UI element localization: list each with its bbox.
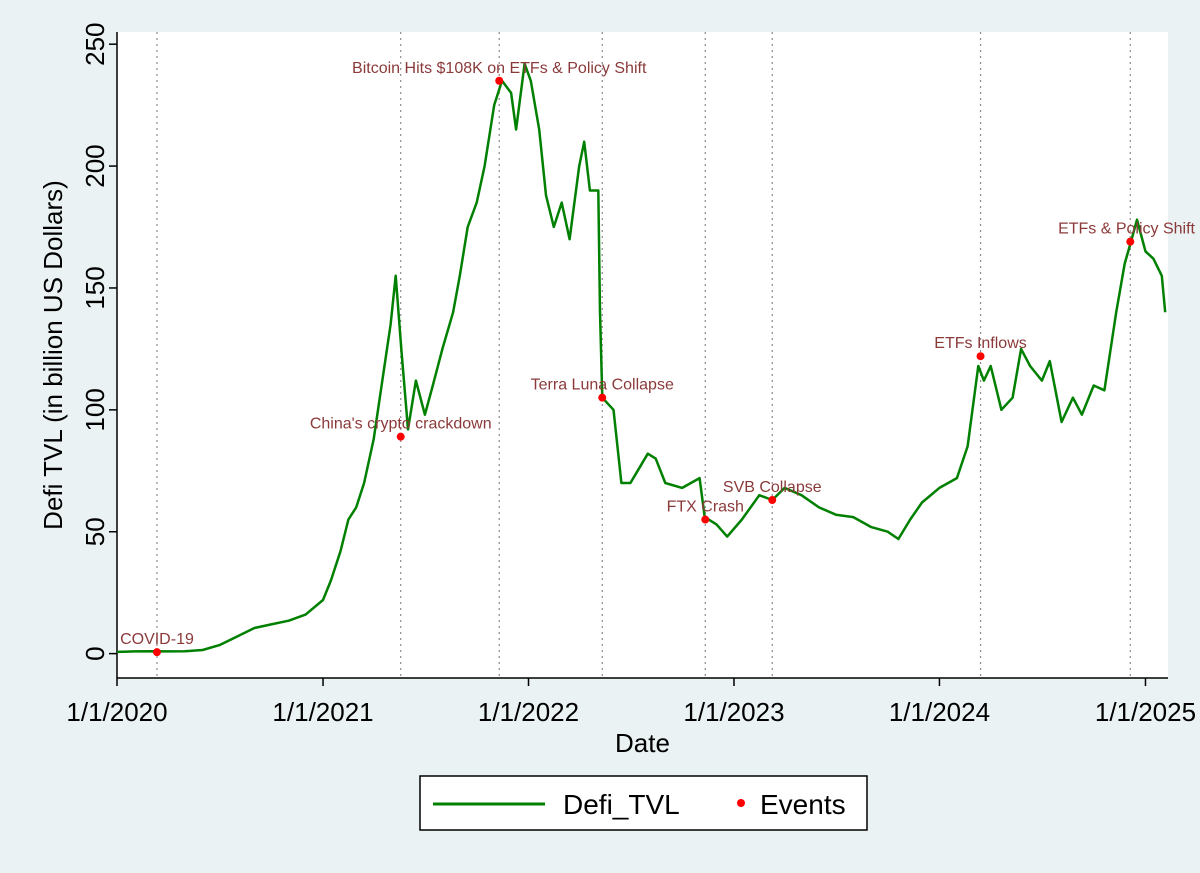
axes: 0 50 100 150 200 250 1/1/2020 1/1/2021 1/1/2022 1… [66,22,1196,727]
legend: Defi_TVL Events [419,775,868,831]
event-point-5 [768,496,777,505]
legend-label-defi-tvl: Defi_TVL [563,789,680,820]
x-tick-label-1: 1/1/2021 [272,697,373,727]
series-layer [116,62,1167,654]
y-tick-label-3: 150 [80,266,110,309]
y-axis-title: Defi TVL (in billion US Dollars) [38,180,68,530]
x-tick-label-5: 1/1/2025 [1095,697,1196,727]
y-tick-label-0: 0 [80,646,110,660]
event-point-3 [598,393,607,402]
x-tick-label-0: 1/1/2020 [66,697,167,727]
legend-label-events: Events [760,789,846,820]
legend-dot-swatch [737,799,745,807]
event-label-2: Bitcoin Hits $108K on ETFs & Policy Shif… [352,60,647,77]
event-point-2 [495,76,504,85]
event-label-4: FTX Crash [667,499,744,516]
y-tick-label-1: 50 [80,517,110,546]
event-point-7 [1126,237,1135,246]
y-tick-label-2: 100 [80,388,110,431]
event-label-7: ETFs & Policy Shift [1058,221,1195,238]
y-tick-label-5: 250 [80,22,110,65]
x-axis-title: Date [615,728,670,758]
plot-area [117,32,1168,678]
y-tick-label-4: 200 [80,144,110,187]
x-tick-label-3: 1/1/2023 [683,697,784,727]
x-tick-label-4: 1/1/2024 [889,697,990,727]
event-point-4 [701,515,710,524]
event-point-6 [976,352,985,361]
event-point-1 [396,432,405,441]
event-label-1: China's crypto crackdown [310,416,492,433]
event-label-3: Terra Luna Collapse [531,377,674,394]
x-tick-label-2: 1/1/2022 [478,697,579,727]
event-label-5: SVB Collapse [723,479,822,496]
series-line-defi-tvl [116,62,1167,654]
events-layer: COVID-19 China's crypto crackdown Bitcoin … [120,60,1196,657]
event-point-0 [152,648,161,657]
event-label-0: COVID-19 [120,631,194,648]
event-label-6: ETFs Inflows [934,335,1026,352]
